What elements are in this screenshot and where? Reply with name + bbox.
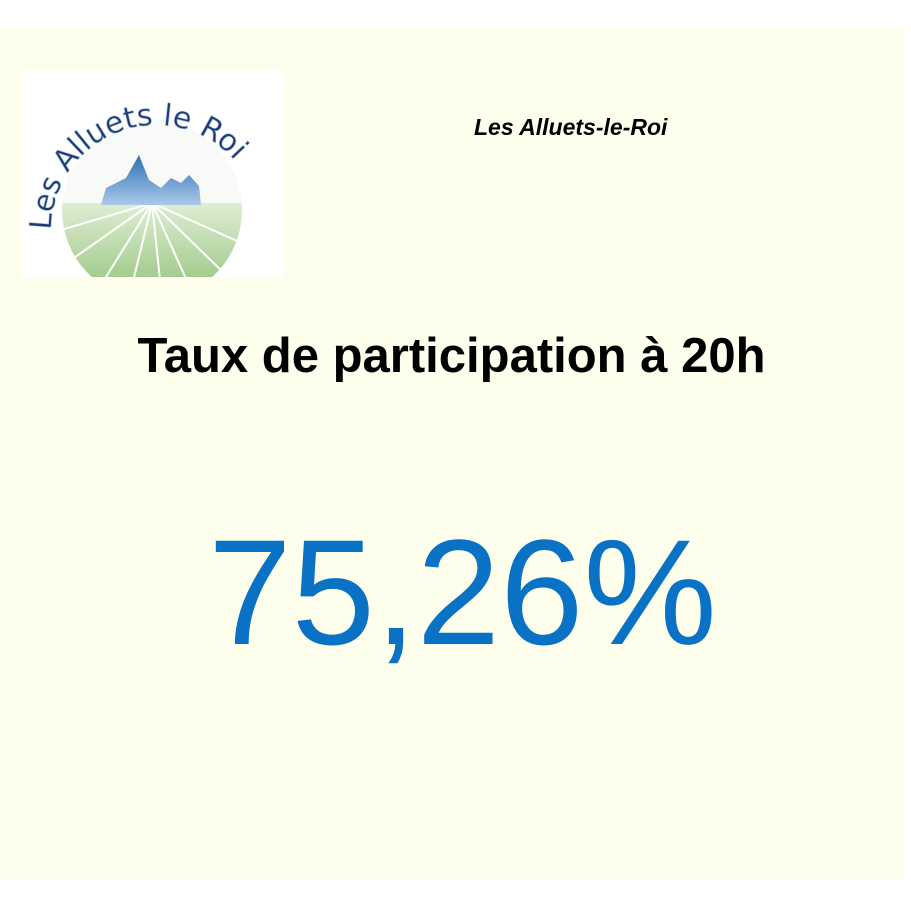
- place-name: Les Alluets-le-Roi: [474, 114, 668, 140]
- town-logo: Les Alluets le Roi: [21, 70, 283, 291]
- participation-rate: 75,26%: [208, 508, 717, 676]
- slide: Les Alluets le Roi Les Alluets-le-Roi Ta…: [0, 28, 903, 880]
- page-title: Taux de participation à 20h: [137, 329, 766, 383]
